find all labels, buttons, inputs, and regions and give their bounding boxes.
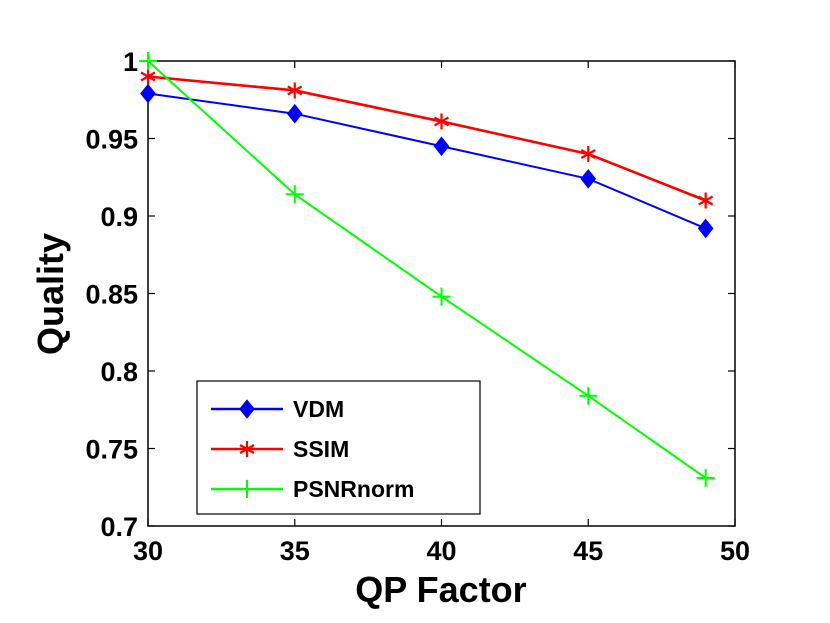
psnrnorm-point bbox=[285, 185, 304, 204]
y-axis: 0.7 0.75 0.8 0.85 0.9 0.95 1 bbox=[85, 47, 735, 542]
psnrnorm-point bbox=[139, 52, 157, 70]
y-tick-label: 0.9 bbox=[100, 202, 138, 232]
psnrnorm-point bbox=[579, 386, 598, 405]
psnrnorm-point bbox=[696, 468, 715, 487]
x-axis: 30 35 40 45 50 bbox=[133, 61, 750, 566]
series-ssim bbox=[140, 68, 714, 209]
y-tick-label: 0.7 bbox=[100, 512, 138, 542]
series-psnrnorm bbox=[139, 52, 715, 487]
legend-item-psnrnorm: PSNRnorm bbox=[211, 476, 414, 502]
x-tick-label: 50 bbox=[720, 536, 750, 566]
ssim-point bbox=[140, 68, 156, 85]
ssim-point bbox=[698, 192, 714, 209]
psnrnorm-point bbox=[432, 287, 451, 306]
vdm-point bbox=[140, 83, 156, 104]
vdm-point bbox=[433, 136, 450, 157]
vdm-point bbox=[580, 168, 597, 189]
y-tick-label: 1 bbox=[123, 47, 138, 77]
y-tick-label: 0.75 bbox=[85, 435, 138, 465]
legend-marker bbox=[239, 399, 255, 419]
ssim-point bbox=[580, 146, 596, 162]
y-tick-label: 0.85 bbox=[85, 280, 138, 310]
legend-item-vdm: VDM bbox=[211, 396, 344, 422]
y-tick-label: 0.8 bbox=[100, 357, 138, 387]
y-axis-title: Quality bbox=[30, 233, 71, 355]
ssim-point bbox=[433, 113, 450, 130]
y-tick-label: 0.95 bbox=[85, 125, 138, 155]
series-layer bbox=[139, 52, 715, 487]
vdm-point bbox=[697, 218, 714, 239]
series-vdm bbox=[140, 83, 714, 239]
legend-label: PSNRnorm bbox=[293, 476, 414, 502]
legend-label: SSIM bbox=[293, 436, 349, 462]
x-tick-label: 40 bbox=[426, 536, 456, 566]
legend: VDM SSIM PSNRnorm bbox=[196, 380, 481, 515]
legend-marker bbox=[239, 441, 255, 457]
ssim-point bbox=[287, 82, 303, 99]
legend-marker bbox=[238, 480, 256, 498]
legend-item-ssim: SSIM bbox=[211, 436, 349, 462]
x-tick-label: 45 bbox=[573, 536, 603, 566]
x-axis-title: QP Factor bbox=[355, 569, 526, 610]
x-tick-label: 35 bbox=[280, 536, 310, 566]
legend-label: VDM bbox=[293, 396, 344, 422]
vdm-point bbox=[286, 103, 303, 124]
x-tick-label: 30 bbox=[133, 536, 163, 566]
